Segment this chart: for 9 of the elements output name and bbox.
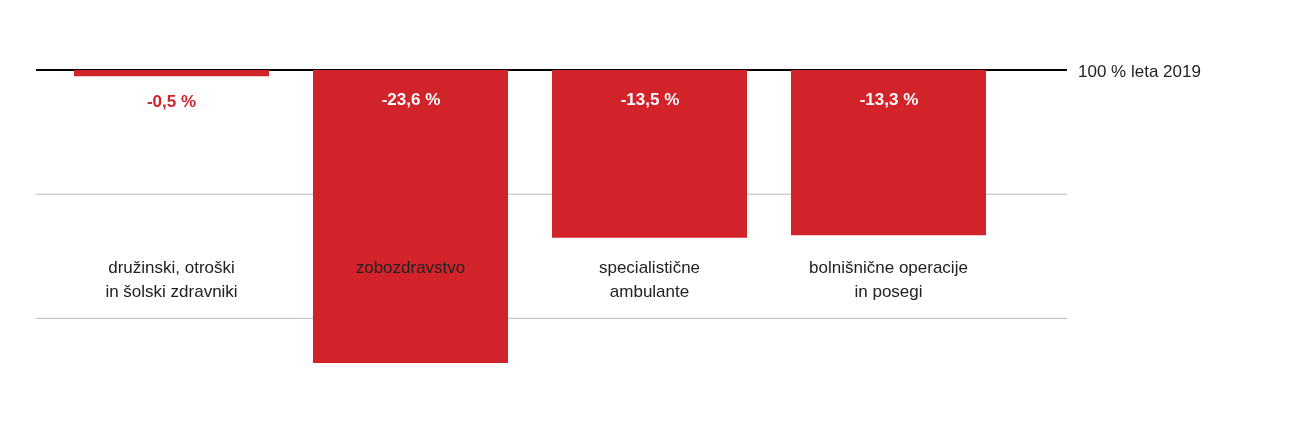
data-label: -13,5 % bbox=[620, 89, 680, 109]
data-label: -23,6 % bbox=[381, 89, 441, 109]
data-label: -13,3 % bbox=[859, 89, 919, 109]
ref-line-label: 100 % leta 2019 bbox=[1078, 61, 1201, 81]
x-tick-label: specialistične ambulante bbox=[598, 257, 701, 301]
x-tick-label: bolnišnične operacije in posegi bbox=[809, 257, 968, 301]
x-tick-label: družinski, otroški in šolski zdravniki bbox=[105, 257, 238, 301]
data-label: -0,5 % bbox=[146, 91, 197, 111]
x-tick-label: zobozdravstvo bbox=[355, 257, 466, 277]
